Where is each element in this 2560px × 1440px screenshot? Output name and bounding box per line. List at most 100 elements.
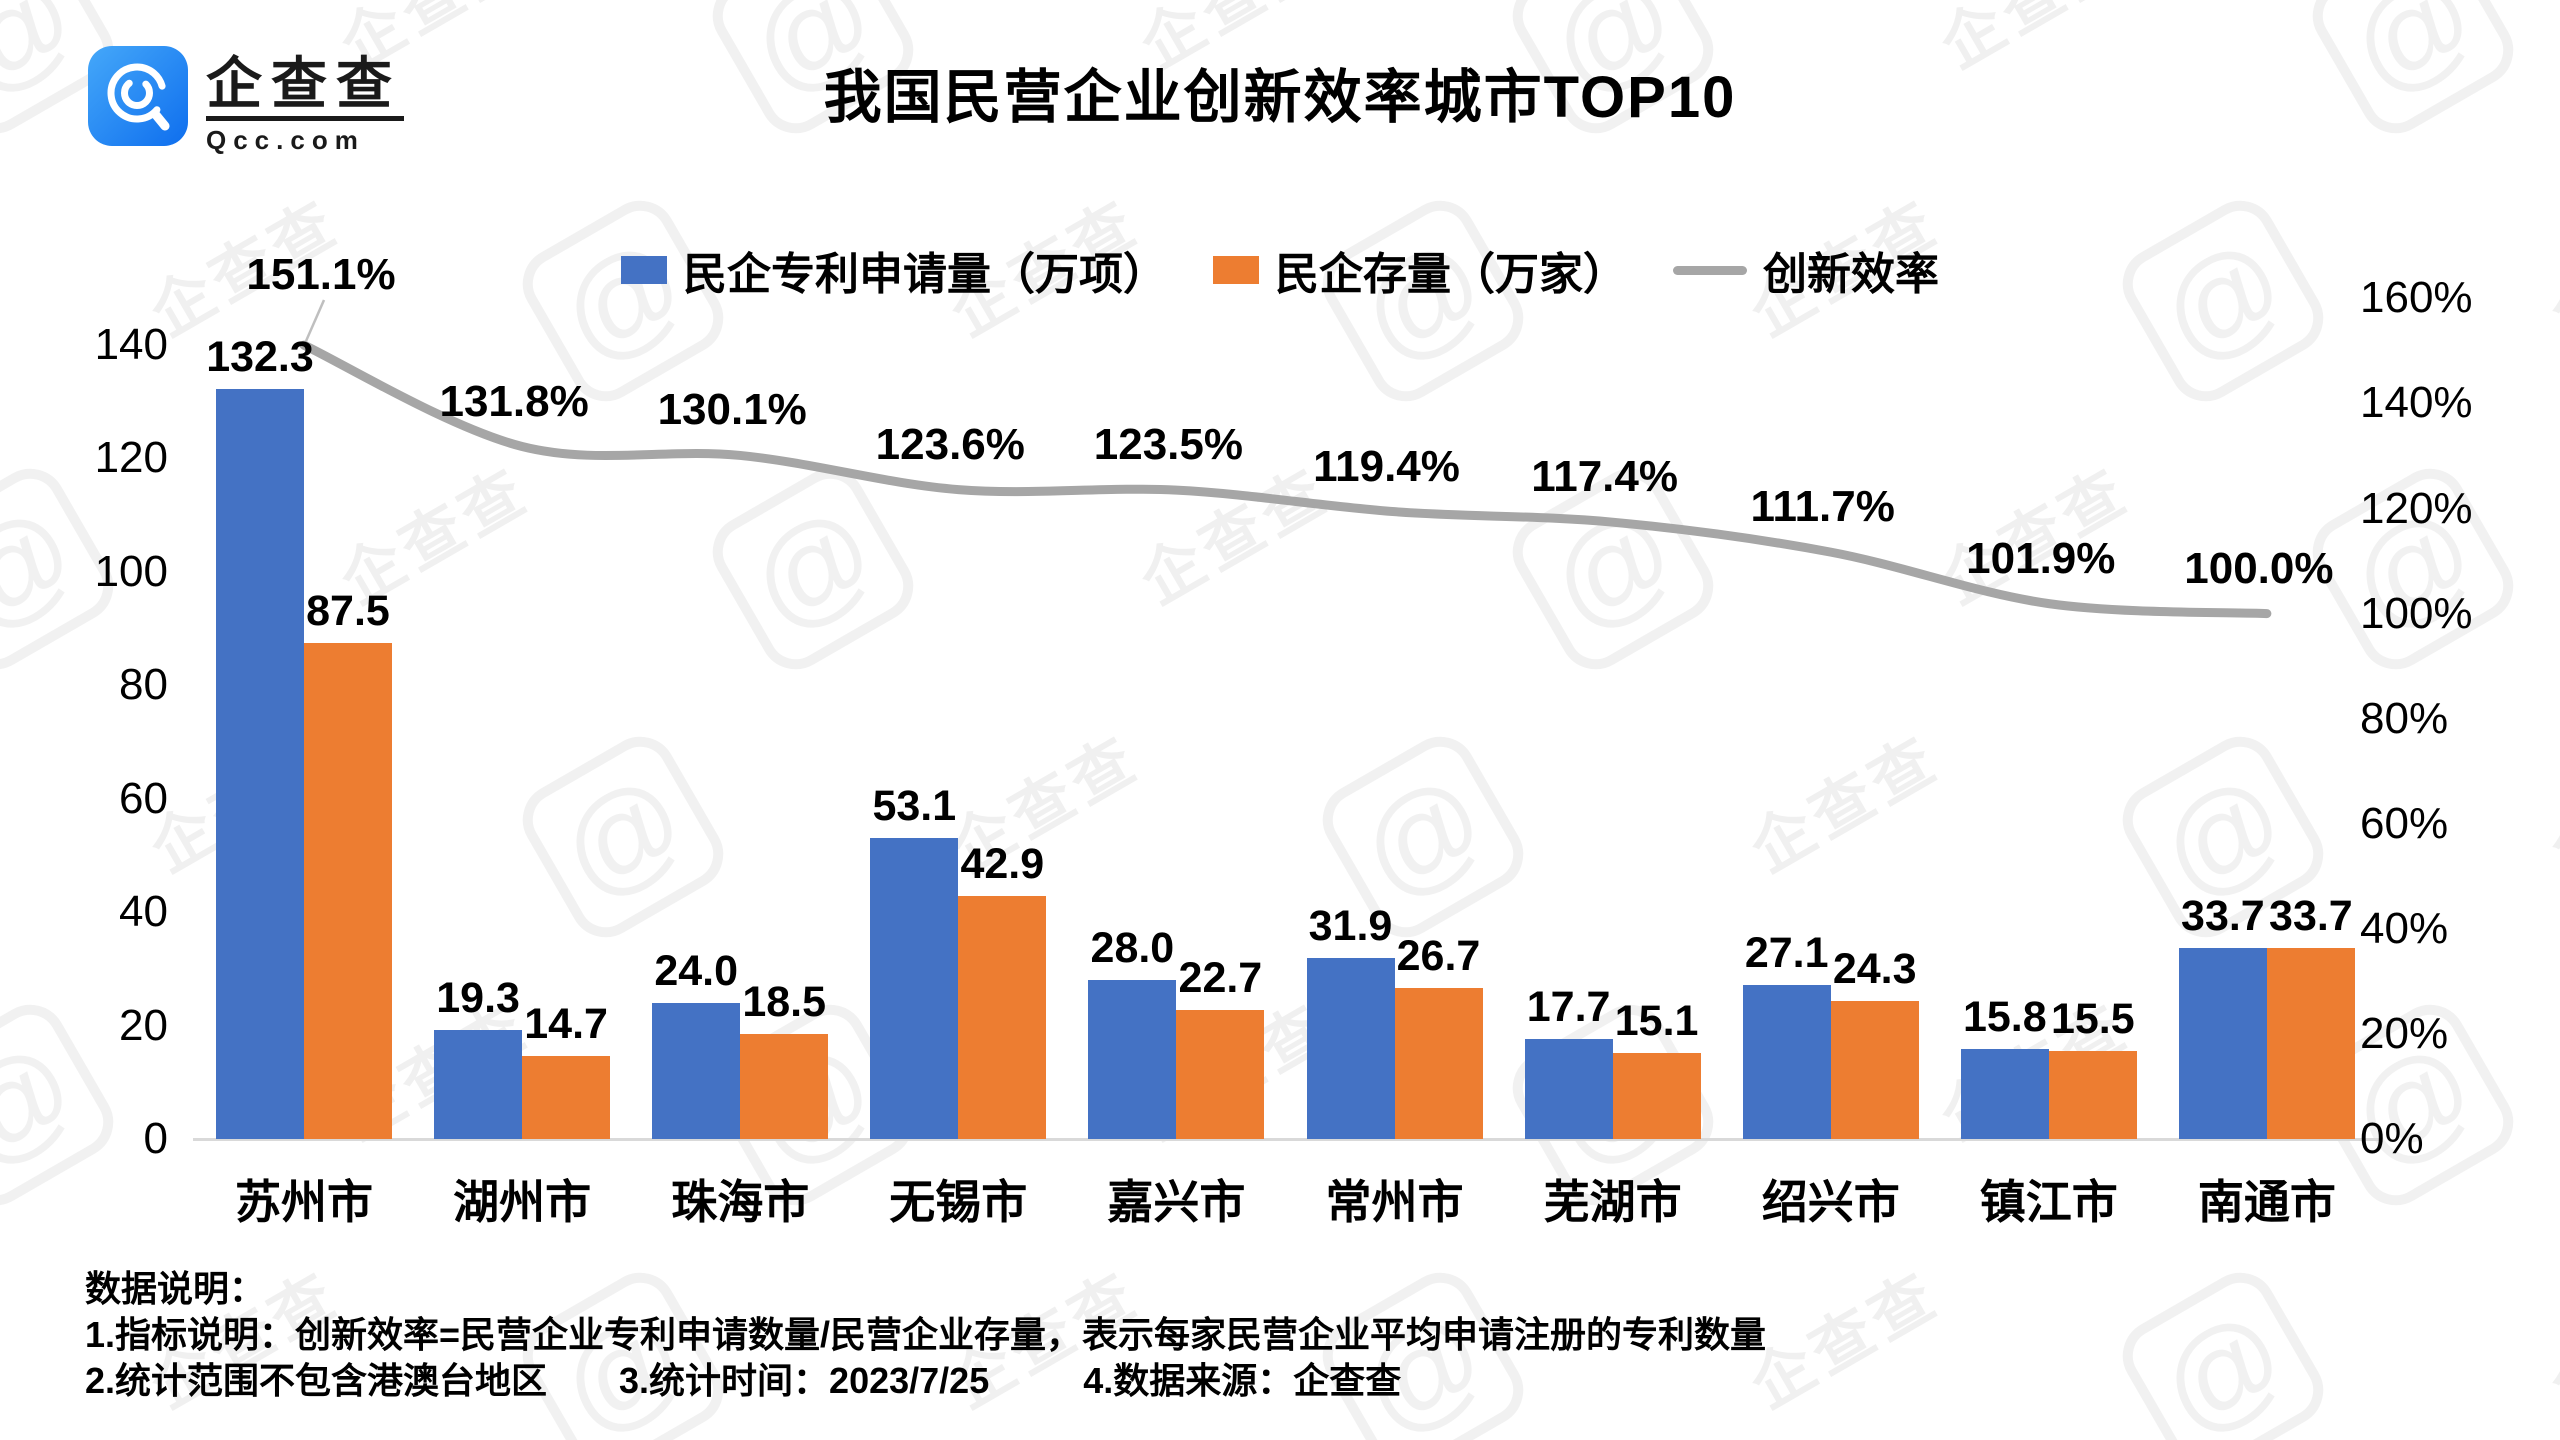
efficiency-value-label: 123.5%: [1093, 420, 1243, 470]
bar-patents: [2178, 947, 2267, 1139]
category-label: 绍兴市: [1761, 1176, 1900, 1228]
bar-value-label: 42.9: [960, 839, 1045, 888]
category-label: 嘉兴市: [1107, 1176, 1246, 1228]
efficiency-value-label: 130.1%: [657, 385, 807, 435]
bar-value-label: 17.7: [1526, 982, 1611, 1031]
x-axis-line: [193, 1138, 2380, 1141]
bar-value-label: 22.7: [1178, 954, 1263, 1003]
qcc-logo-icon: [88, 46, 188, 146]
bar-value-label: 14.7: [524, 999, 608, 1048]
bar-value-label: 15.1: [1614, 997, 1699, 1046]
bar-enterprises: [958, 895, 1047, 1139]
qcc-logo-text: 企查查 Qcc.com: [206, 46, 404, 156]
right-axis-tick: 60%: [2360, 798, 2449, 848]
bar-value-label: 19.3: [436, 973, 520, 1022]
notes-line2: 2.统计范围不包含港澳台地区 3.统计时间：2023/7/25 4.数据来源：企查查: [85, 1358, 1766, 1404]
bar-enterprises: [2048, 1051, 2137, 1139]
bar-value-label: 28.0: [1090, 924, 1175, 973]
right-axis-tick: 140%: [2360, 378, 2473, 428]
right-axis-tick: 100%: [2360, 588, 2473, 638]
bar-patents: [1742, 985, 1831, 1139]
bar-enterprises: [1830, 1001, 1919, 1139]
legend-label: 民企专利申请量（万项）: [683, 250, 1167, 299]
bar-enterprises: [304, 642, 392, 1139]
legend-label: 创新效率: [1763, 250, 1939, 299]
right-axis-tick: 80%: [2360, 693, 2449, 743]
label-leader-line: [304, 299, 326, 342]
bar-patents: [434, 1029, 523, 1139]
efficiency-value-label: 123.6%: [875, 419, 1025, 469]
bar-value-label: 132.3: [206, 332, 314, 381]
bar-enterprises: [740, 1034, 829, 1139]
bar-enterprises: [1176, 1010, 1265, 1139]
bar-value-label: 24.0: [654, 946, 739, 995]
bar-enterprises: [1394, 987, 1483, 1139]
bar-value-label: 24.3: [1832, 945, 1917, 994]
category-label: 常州市: [1325, 1176, 1464, 1228]
bar-patents: [1306, 958, 1395, 1139]
bar-patents: [216, 388, 304, 1139]
legend-label: 民企存量（万家）: [1275, 250, 1627, 299]
category-label: 珠海市: [671, 1176, 810, 1228]
efficiency-value-label: 101.9%: [1966, 533, 2116, 583]
efficiency-value-label: 119.4%: [1313, 441, 1460, 491]
left-axis-tick: 0: [143, 1114, 168, 1163]
efficiency-value-label: 151.1%: [246, 250, 396, 299]
bar-value-label: 87.5: [306, 586, 390, 635]
bar-patents: [652, 1002, 741, 1139]
bar-value-label: 15.8: [1962, 993, 2047, 1042]
bar-value-label: 33.7: [2181, 891, 2265, 940]
left-axis-tick: 80: [119, 660, 168, 710]
bar-value-label: 18.5: [742, 978, 827, 1027]
left-axis-tick: 20: [119, 1000, 168, 1050]
bar-value-label: 33.7: [2269, 891, 2353, 940]
qcc-logo: 企查查 Qcc.com: [88, 46, 404, 156]
legend-item-1: 民企存量（万家）: [1213, 238, 1627, 302]
data-notes: 数据说明： 1.指标说明：创新效率=民营企业专利申请数量/民营企业存量，表示每家…: [85, 1266, 1766, 1404]
legend-square-swatch: [1213, 256, 1259, 284]
logo-underline: [206, 116, 404, 121]
logo-domain: Qcc.com: [206, 125, 365, 155]
category-label: 镇江市: [1979, 1176, 2118, 1228]
bar-enterprises: [2266, 947, 2355, 1139]
efficiency-value-label: 111.7%: [1750, 482, 1895, 532]
right-axis-tick: 160%: [2360, 273, 2473, 323]
bar-enterprises: [522, 1055, 611, 1139]
legend-item-0: 民企专利申请量（万项）: [621, 238, 1167, 302]
bar-value-label: 31.9: [1308, 902, 1393, 951]
category-label: 南通市: [2197, 1176, 2336, 1228]
legend-item-2: 创新效率: [1673, 238, 1939, 302]
bar-value-label: 53.1: [872, 781, 957, 830]
efficiency-line: [299, 340, 2272, 619]
note-source: 4.数据来源：企查查: [1083, 1360, 1402, 1401]
efficiency-value-label: 131.8%: [439, 376, 589, 426]
right-axis-tick: 20%: [2360, 1008, 2449, 1058]
bar-patents: [1524, 1038, 1613, 1139]
notes-line1: 1.指标说明：创新效率=民营企业专利申请数量/民营企业存量，表示每家民营企业平均…: [85, 1314, 1767, 1355]
chart-legend: 民企专利申请量（万项） 民企存量（万家） 创新效率: [0, 238, 2560, 302]
notes-heading: 数据说明：: [85, 1268, 266, 1309]
bar-value-label: 26.7: [1396, 931, 1481, 980]
bar-patents: [1088, 980, 1177, 1139]
note-scope: 2.统计范围不包含港澳台地区: [85, 1360, 548, 1401]
right-axis-tick: 120%: [2360, 483, 2473, 533]
bar-value-label: 15.5: [2050, 995, 2135, 1044]
left-axis-tick: 140: [94, 320, 168, 370]
category-label: 芜湖市: [1543, 1176, 1682, 1228]
category-label: 无锡市: [889, 1176, 1028, 1228]
bar-patents: [870, 837, 959, 1139]
left-axis-tick: 60: [119, 773, 168, 823]
logo-brand: 企查查: [206, 52, 401, 115]
bar-value-label: 27.1: [1744, 929, 1829, 978]
efficiency-value-label: 117.4%: [1531, 452, 1678, 502]
right-axis-tick: 0%: [2360, 1114, 2424, 1163]
category-label: 湖州市: [453, 1176, 592, 1228]
legend-square-swatch: [621, 256, 667, 284]
left-axis-tick: 100: [94, 546, 168, 596]
right-axis-tick: 40%: [2360, 903, 2449, 953]
legend-line-swatch: [1673, 265, 1747, 275]
category-label: 苏州市: [235, 1176, 373, 1228]
